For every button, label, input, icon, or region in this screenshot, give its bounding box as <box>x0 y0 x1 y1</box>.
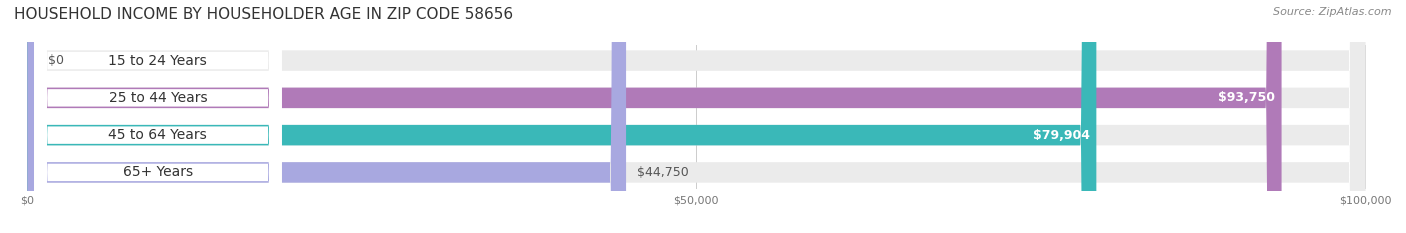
Text: 25 to 44 Years: 25 to 44 Years <box>108 91 207 105</box>
FancyBboxPatch shape <box>28 0 1365 233</box>
Text: $0: $0 <box>48 54 63 67</box>
Text: $93,750: $93,750 <box>1218 91 1275 104</box>
FancyBboxPatch shape <box>28 0 626 233</box>
FancyBboxPatch shape <box>34 0 281 233</box>
FancyBboxPatch shape <box>28 0 1365 233</box>
FancyBboxPatch shape <box>28 0 1282 233</box>
FancyBboxPatch shape <box>28 0 1097 233</box>
Text: 15 to 24 Years: 15 to 24 Years <box>108 54 207 68</box>
FancyBboxPatch shape <box>28 0 1365 233</box>
FancyBboxPatch shape <box>28 0 1365 233</box>
FancyBboxPatch shape <box>34 0 281 233</box>
FancyBboxPatch shape <box>34 0 281 233</box>
Text: Source: ZipAtlas.com: Source: ZipAtlas.com <box>1274 7 1392 17</box>
Text: 65+ Years: 65+ Years <box>122 165 193 179</box>
Text: 45 to 64 Years: 45 to 64 Years <box>108 128 207 142</box>
FancyBboxPatch shape <box>34 0 281 233</box>
Text: $79,904: $79,904 <box>1032 129 1090 142</box>
Text: $44,750: $44,750 <box>637 166 689 179</box>
Text: HOUSEHOLD INCOME BY HOUSEHOLDER AGE IN ZIP CODE 58656: HOUSEHOLD INCOME BY HOUSEHOLDER AGE IN Z… <box>14 7 513 22</box>
